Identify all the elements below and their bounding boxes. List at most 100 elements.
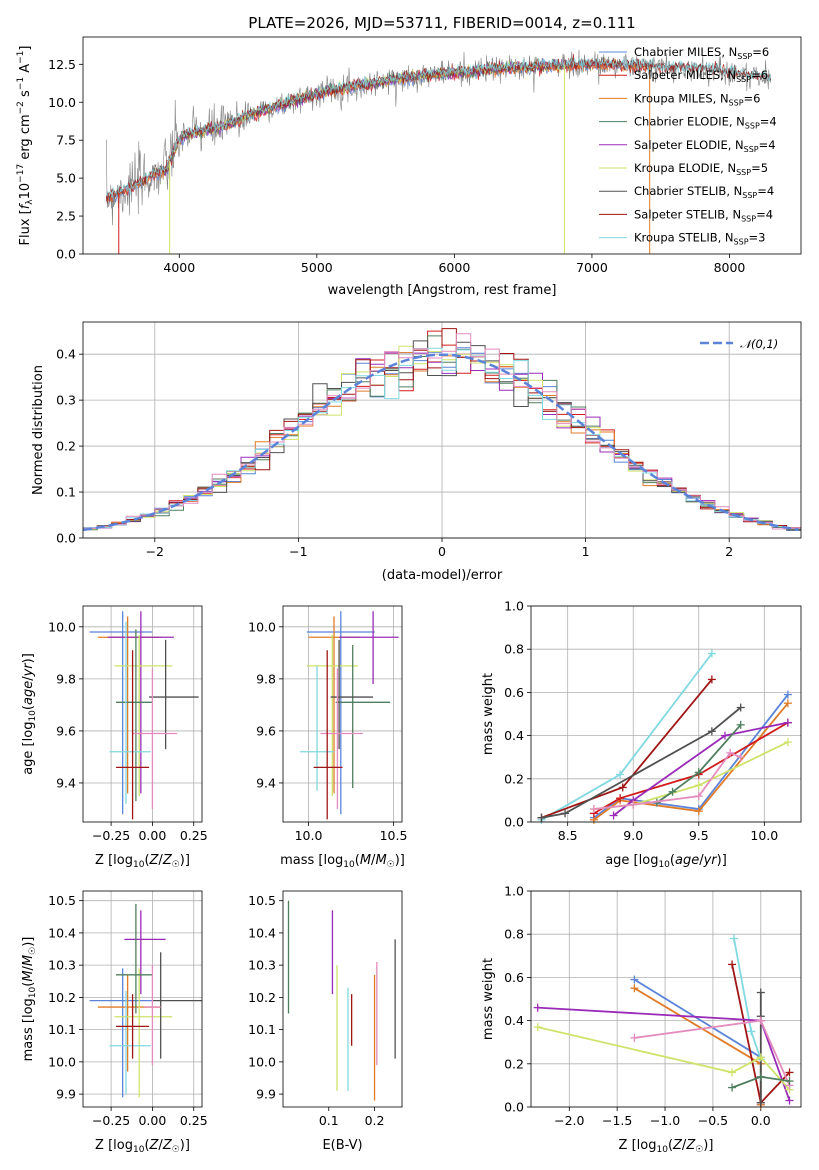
legend-label: Salpeter ELODIE, NSSP=4	[634, 138, 776, 154]
legend-label: Chabrier MILES, NSSP=6	[634, 45, 769, 61]
weight-line	[634, 1019, 791, 1086]
weight-series-chabrier-stelib	[537, 703, 745, 822]
mass-vs-z-x-label: Z [log10(Z/Z☉)]	[95, 1138, 190, 1155]
age-vs-mass-axes: 10.0 10.5 9.4 9.6 9.8 10.0 mass [log10(M/M☉)]	[248, 605, 408, 870]
legend-label: Kroupa MILES, NSSP=6	[634, 91, 760, 107]
x-tick-label: 0.00	[138, 828, 166, 843]
errorbar-point-salpeter-elodie	[124, 910, 166, 995]
x-tick-label: 0	[438, 544, 446, 559]
spectrum-axes: 4000 5000 6000 7000 8000 0.0 2.5 5.0 7.5 10.0 12.5…	[16, 14, 802, 298]
errorbar-point-chabrier-stelib	[149, 639, 199, 750]
weight-vs-Z-lines	[533, 934, 794, 1109]
x-tick-label: −2.0	[554, 1113, 584, 1128]
errorbar-point-kroupa-elodie	[114, 968, 173, 1098]
age-vs-Z-points	[89, 611, 199, 820]
y-tick-label: 7.5	[56, 133, 76, 148]
errorbar-point-kroupa-stelib	[109, 990, 151, 1095]
axes-frame	[282, 605, 403, 823]
mass-vs-ebv-x-label: E(B-V)	[322, 1138, 362, 1153]
mass-vs-z-y-label: mass [log10(M/M☉)]	[21, 937, 38, 1062]
y-tick-label: 10.5	[248, 893, 276, 908]
weight-series-kroupa-miles	[589, 699, 792, 824]
axes-frame	[82, 605, 203, 823]
weight-vs-Z-axes: −2.0 −1.5 −1.0 −0.5 0.0 0.0 0.2 0.4 0.6 0.8 1.0 Z […	[481, 884, 802, 1155]
x-tick-label: 10.5	[380, 828, 408, 843]
errorbar-point-chabrier-elodie	[116, 629, 153, 802]
errorbar-point-kroupa-miles	[97, 974, 161, 1072]
weight-series-pink	[589, 748, 745, 814]
weight-vs-age-lines	[537, 649, 792, 824]
spectrum-y-label: Flux [fλ10−17 erg cm−2 s−1 A−1]	[16, 46, 35, 246]
legend-gaussian-label: 𝒩(0,1)	[740, 337, 778, 351]
errorbar-point-pink	[144, 965, 161, 1066]
y-tick-label: 0.4	[504, 1013, 524, 1028]
x-tick-label: 5000	[301, 260, 333, 275]
y-tick-label: 0.2	[504, 1056, 524, 1071]
x-tick-label: 10.0	[295, 828, 323, 843]
y-tick-label: 0.8	[504, 642, 524, 657]
legend-label: Salpeter MILES, NSSP=6	[634, 68, 768, 84]
weight-vs-age-y-label: mass weight	[481, 673, 496, 755]
y-tick-label: 5.0	[56, 171, 76, 186]
legend-label: Chabrier STELIB, NSSP=4	[634, 184, 774, 200]
x-tick-label: −0.25	[92, 828, 130, 843]
errorbar-point-kroupa-stelib	[300, 665, 334, 791]
errorbar-point-kroupa-elodie	[114, 634, 173, 796]
x-tick-label: 9.0	[623, 828, 643, 843]
y-tick-label: 0.1	[56, 485, 76, 500]
x-tick-label: 1	[582, 544, 590, 559]
y-tick-label: 10.4	[48, 925, 76, 940]
x-tick-label: 8000	[714, 260, 746, 275]
y-tick-label: 0.6	[504, 685, 524, 700]
mass-vs-Z-axes: −0.25 0.00 0.25 9.9 10.0 10.1 10.2 10.3 10.4 10.5…	[21, 890, 208, 1155]
weight-series-chabrier-elodie	[728, 1072, 794, 1092]
errorbar-point-chabrier-miles	[306, 611, 375, 815]
y-tick-label: 10.0	[248, 1054, 276, 1069]
y-tick-label: 1.0	[504, 884, 524, 899]
x-tick-label: 0.00	[138, 1113, 166, 1128]
x-tick-label: 10.0	[750, 828, 778, 843]
axes-frame	[530, 605, 802, 823]
weight-vs-age-axes: 8.5 9.0 9.5 10.0 0.0 0.2 0.4 0.6 0.8 1.0 age [log1…	[481, 599, 802, 870]
weight-line	[633, 978, 762, 1105]
y-tick-label: 10.2	[48, 990, 76, 1005]
weight-series-salpeter-elodie	[609, 718, 792, 820]
y-tick-label: 10.5	[48, 893, 76, 908]
weight-series-kroupa-elodie	[533, 1023, 794, 1094]
x-tick-label: 8.5	[558, 828, 578, 843]
y-tick-label: 9.6	[56, 723, 76, 738]
errorbar-point-chabrier-elodie	[116, 903, 153, 1014]
x-tick-label: 0.25	[180, 1113, 208, 1128]
y-tick-label: 0.6	[504, 970, 524, 985]
x-tick-label: −2	[146, 544, 164, 559]
errorbar-point-salpeter-elodie	[339, 611, 399, 685]
weight-series-chabrier-elodie	[652, 720, 745, 807]
legend-label: Chabrier ELODIE, NSSP=4	[634, 115, 777, 131]
weight-line	[613, 721, 789, 817]
weight-line	[593, 721, 789, 815]
y-tick-label: 0.2	[504, 771, 524, 786]
y-tick-label: 10.1	[48, 1022, 76, 1037]
x-tick-label: 6000	[438, 260, 470, 275]
legend-label: Kroupa ELODIE, NSSP=5	[634, 161, 768, 177]
weight-vs-z-y-label: mass weight	[481, 958, 496, 1040]
x-tick-label: 0.25	[180, 828, 208, 843]
x-tick-label: −1.5	[602, 1113, 632, 1128]
age-vs-Z-axes: −0.25 0.00 0.25 9.4 9.6 9.8 10.0 Z [log10(Z/Z☉)…	[21, 605, 208, 870]
weight-line	[656, 724, 742, 804]
y-tick-label: 10.2	[248, 990, 276, 1005]
gaussian-curve	[83, 353, 799, 532]
mass-vs-EBV-axes: 0.1 0.2 9.9 10.0 10.1 10.2 10.3 10.4 10.5 E(B-V)	[248, 890, 403, 1153]
y-tick-label: 9.8	[256, 671, 276, 686]
y-tick-label: 0.2	[56, 439, 76, 454]
spectrum-frame	[82, 36, 802, 255]
age-vs-mass-x-label: mass [log10(M/M☉)]	[280, 853, 405, 870]
weight-series-pink	[630, 1016, 794, 1090]
spectrum-x-label: wavelength [Angstrom, rest frame]	[328, 283, 557, 298]
errorbar-point-chabrier-miles	[89, 611, 153, 815]
y-tick-label: 1.0	[504, 599, 524, 614]
model-spectrum-kroupa-stelib-line	[106, 57, 772, 199]
age-vs-mass-points	[300, 611, 399, 820]
y-tick-label: 0.8	[504, 927, 524, 942]
y-tick-label: 0.4	[504, 728, 524, 743]
